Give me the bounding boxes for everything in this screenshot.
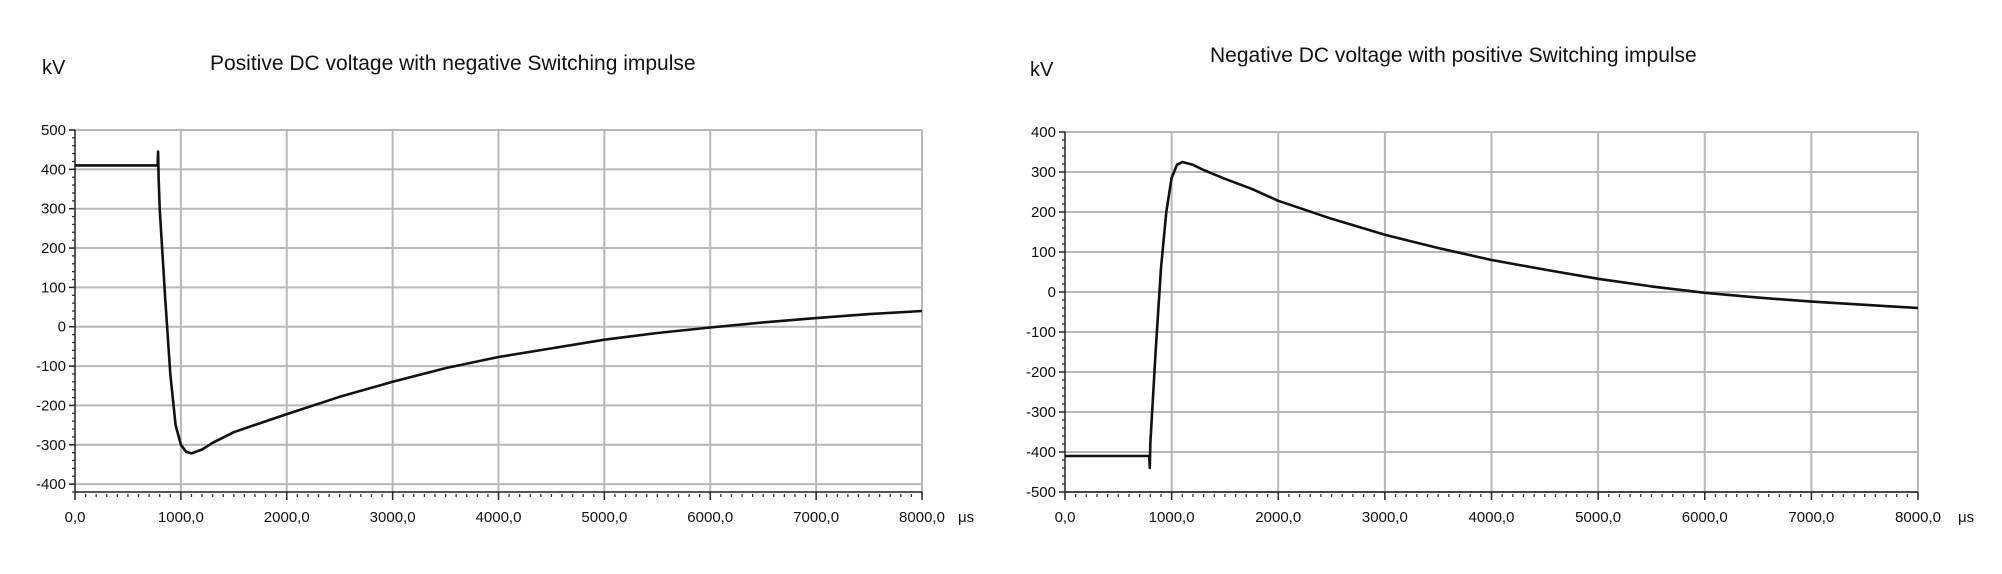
right-y-tick-label: -300 bbox=[1026, 404, 1056, 421]
right-x-tick-label: 6000,0 bbox=[1682, 509, 1728, 526]
left-y-tick-label: 200 bbox=[41, 240, 66, 257]
chart-negative-dc: Negative DC voltage with positive Switch… bbox=[1000, 0, 2002, 574]
right-x-tick-label: 5000,0 bbox=[1575, 509, 1621, 526]
left-y-unit-label: kV bbox=[42, 57, 66, 79]
right-x-tick-label: 0,0 bbox=[1055, 509, 1076, 526]
left-x-tick-label: 4000,0 bbox=[476, 509, 522, 526]
right-voltage-trace bbox=[1065, 160, 1919, 470]
left-x-tick-label: 8000,0 bbox=[899, 509, 945, 526]
left-x-tick-label: 6000,0 bbox=[687, 509, 733, 526]
right-y-tick-label: 200 bbox=[1031, 204, 1056, 221]
left-chart-title: Positive DC voltage with negative Switch… bbox=[210, 52, 696, 75]
chart-positive-dc: Positive DC voltage with negative Switch… bbox=[0, 0, 1000, 574]
right-y-tick-label: -500 bbox=[1026, 484, 1056, 501]
left-y-tick-label: 500 bbox=[41, 122, 66, 139]
right-y-tick-label: 0 bbox=[1048, 284, 1056, 301]
right-x-unit-label: μs bbox=[1958, 509, 1974, 526]
right-y-tick-label: 400 bbox=[1031, 124, 1056, 141]
right-y-tick-label: -200 bbox=[1026, 364, 1056, 381]
left-y-tick-label: -400 bbox=[36, 476, 66, 493]
right-y-tick-label: -400 bbox=[1026, 444, 1056, 461]
right-y-unit-label: kV bbox=[1030, 59, 1054, 81]
left-x-tick-label: 1000,0 bbox=[158, 509, 204, 526]
right-y-tick-label: 100 bbox=[1031, 244, 1056, 261]
left-y-tick-label: 300 bbox=[41, 201, 66, 218]
left-x-tick-label: 0,0 bbox=[65, 509, 86, 526]
left-y-tick-label: -200 bbox=[36, 397, 66, 414]
left-x-tick-label: 5000,0 bbox=[581, 509, 627, 526]
left-x-tick-label: 7000,0 bbox=[793, 509, 839, 526]
left-y-tick-label: 0 bbox=[58, 319, 66, 336]
right-x-tick-label: 7000,0 bbox=[1788, 509, 1834, 526]
left-x-unit-label: μs bbox=[958, 509, 974, 526]
right-x-tick-label: 1000,0 bbox=[1149, 509, 1195, 526]
left-x-tick-label: 2000,0 bbox=[264, 509, 310, 526]
left-y-tick-label: 400 bbox=[41, 161, 66, 178]
right-y-tick-label: 300 bbox=[1031, 164, 1056, 181]
left-y-tick-label: -300 bbox=[36, 437, 66, 454]
right-x-tick-label: 2000,0 bbox=[1255, 509, 1301, 526]
left-voltage-trace bbox=[75, 150, 923, 455]
right-x-tick-label: 8000,0 bbox=[1895, 509, 1941, 526]
chart-left-svg: Positive DC voltage with negative Switch… bbox=[36, 52, 974, 526]
right-y-tick-label: -100 bbox=[1026, 324, 1056, 341]
right-x-tick-label: 3000,0 bbox=[1362, 509, 1408, 526]
left-x-tick-label: 3000,0 bbox=[370, 509, 416, 526]
left-y-tick-label: -100 bbox=[36, 358, 66, 375]
left-y-tick-label: 100 bbox=[41, 279, 66, 296]
right-x-tick-label: 4000,0 bbox=[1469, 509, 1515, 526]
chart-right-svg: Negative DC voltage with positive Switch… bbox=[1026, 44, 1974, 526]
right-chart-title: Negative DC voltage with positive Switch… bbox=[1210, 44, 1697, 67]
